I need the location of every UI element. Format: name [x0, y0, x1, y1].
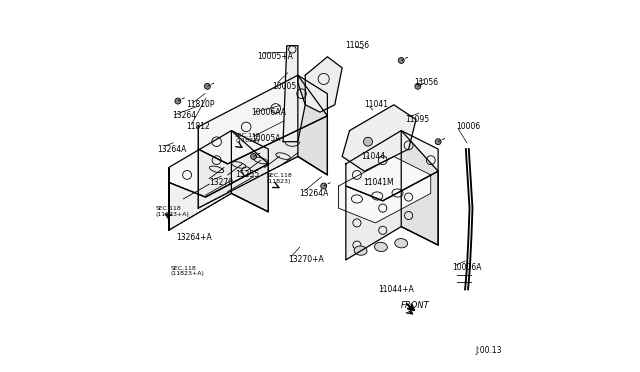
Text: 13270+A: 13270+A [289, 255, 324, 264]
Text: SEC.118
(11823+A): SEC.118 (11823+A) [170, 266, 204, 276]
Text: FRONT: FRONT [401, 301, 430, 311]
Text: 11044: 11044 [362, 152, 385, 161]
Text: SEC.118
(11823): SEC.118 (11823) [266, 173, 292, 184]
Polygon shape [346, 171, 438, 260]
Text: 15255: 15255 [235, 170, 259, 179]
Text: 13264+A: 13264+A [176, 233, 212, 242]
Circle shape [321, 183, 326, 189]
Circle shape [435, 139, 441, 145]
Circle shape [415, 83, 420, 89]
Circle shape [364, 137, 372, 146]
Text: SEC.118
(11823): SEC.118 (11823) [235, 132, 261, 143]
Text: 11056: 11056 [345, 41, 369, 50]
Circle shape [398, 58, 404, 63]
Text: 10005A: 10005A [252, 134, 281, 142]
Text: 11056: 11056 [414, 78, 438, 87]
Text: 10006A: 10006A [452, 263, 482, 272]
Text: 10005: 10005 [272, 82, 296, 91]
Polygon shape [232, 131, 268, 212]
Circle shape [204, 83, 211, 89]
Polygon shape [198, 116, 328, 208]
Text: 11812: 11812 [186, 122, 210, 131]
Text: 11041M: 11041M [364, 178, 394, 187]
Text: 11044+A: 11044+A [378, 285, 414, 294]
Polygon shape [305, 57, 342, 112]
Polygon shape [298, 75, 328, 175]
Polygon shape [339, 157, 431, 223]
Polygon shape [168, 131, 268, 197]
Text: 11095: 11095 [405, 115, 429, 124]
Text: 10006AA: 10006AA [252, 108, 287, 117]
Text: 13264A: 13264A [300, 189, 329, 198]
Text: 13264A: 13264A [157, 145, 187, 154]
Polygon shape [168, 164, 268, 230]
Text: 13270: 13270 [209, 178, 234, 187]
Polygon shape [198, 75, 328, 164]
Circle shape [251, 154, 257, 160]
Polygon shape [346, 131, 438, 201]
Text: 11041: 11041 [364, 100, 388, 109]
Text: 11810P: 11810P [186, 100, 215, 109]
Polygon shape [342, 105, 416, 171]
Ellipse shape [374, 242, 387, 251]
Polygon shape [283, 46, 305, 142]
Text: SEC.118
(11823+A): SEC.118 (11823+A) [156, 206, 189, 217]
Text: 10006: 10006 [456, 122, 481, 131]
Circle shape [175, 98, 181, 104]
Ellipse shape [354, 246, 367, 255]
Polygon shape [401, 131, 438, 245]
Ellipse shape [395, 238, 408, 248]
Text: J:00.13: J:00.13 [475, 346, 502, 355]
Text: 13264: 13264 [172, 111, 196, 121]
Text: 10005+A: 10005+A [257, 52, 293, 61]
